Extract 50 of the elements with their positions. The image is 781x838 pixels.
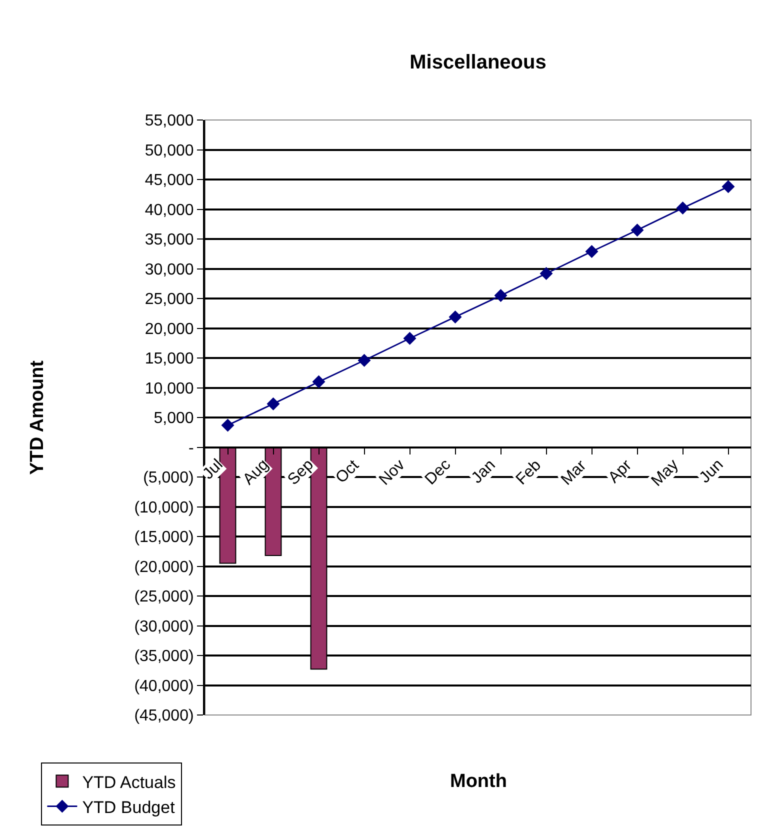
point	[630, 224, 644, 237]
x-tick-label: Jun	[696, 456, 727, 487]
y-tick-label: (10,000)	[134, 499, 194, 516]
point	[403, 332, 416, 345]
x-tick-label: May	[648, 456, 682, 490]
point	[494, 289, 508, 302]
x-tick-label: Jan	[468, 456, 499, 487]
point	[448, 310, 462, 324]
y-tick-label: 45,000	[144, 172, 194, 190]
x-tick-label: Aug	[240, 456, 272, 488]
y-tick-label: 10,000	[144, 380, 194, 398]
y-tick-label: 15,000	[144, 350, 194, 368]
point	[676, 202, 690, 215]
x-tick-label: Dec	[422, 456, 454, 488]
y-tick-label: (5,000)	[143, 470, 194, 487]
y-tick-label: -	[188, 440, 194, 457]
point	[312, 375, 326, 388]
y-tick-label: 5,000	[154, 410, 194, 428]
y-tick-label: 55,000	[144, 112, 194, 130]
x-tick-label: Mar	[558, 456, 590, 489]
legend-label: YTD Budget	[82, 798, 176, 817]
chart-title: Miscellaneous	[410, 51, 546, 74]
x-tick-label: Sep	[284, 456, 318, 489]
y-tick-label: 20,000	[144, 320, 194, 338]
point	[266, 397, 280, 410]
x-axis-title: Month	[450, 771, 507, 792]
x-tick-label: Feb	[513, 456, 545, 488]
legend-label: YTD Actuals	[82, 772, 176, 792]
y-axis-title: YTD Amount	[26, 360, 48, 475]
point	[585, 244, 598, 258]
y-tick-label: 35,000	[144, 232, 194, 249]
y-tick-label: (25,000)	[134, 588, 194, 606]
y-tick-label: (40,000)	[134, 678, 194, 695]
y-tick-label: (35,000)	[134, 648, 194, 666]
y-tick-label: 30,000	[144, 261, 194, 278]
x-tick-label: Oct	[332, 456, 363, 487]
x-tick-label: Jul	[200, 456, 226, 483]
y-tick-label: (20,000)	[134, 558, 194, 576]
point	[722, 180, 735, 194]
x-tick-label: Nov	[376, 456, 408, 489]
y-tick-label: 40,000	[144, 202, 194, 219]
point	[358, 354, 371, 367]
y-tick-label: 50,000	[144, 142, 194, 160]
y-tick-label: 25,000	[144, 291, 194, 308]
y-tick-label: (45,000)	[134, 708, 194, 725]
y-tick-label: (15,000)	[134, 529, 194, 546]
x-tick-label: Apr	[605, 456, 636, 487]
point	[221, 418, 234, 432]
y-tick-label: (30,000)	[134, 618, 194, 636]
point	[540, 267, 553, 280]
